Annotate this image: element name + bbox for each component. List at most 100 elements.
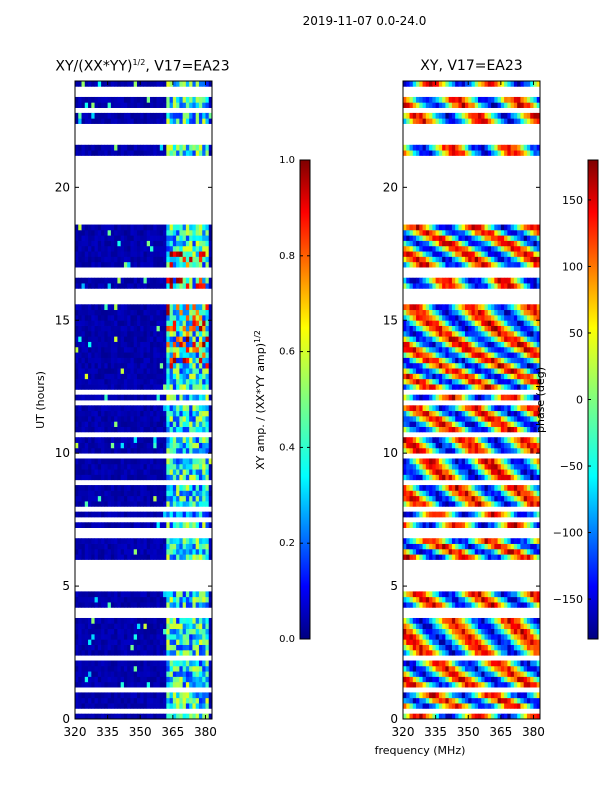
heatmap-cell — [487, 671, 492, 677]
heatmap-cell — [195, 240, 200, 247]
heatmap-cell — [192, 330, 197, 337]
heatmap-cell — [169, 144, 174, 151]
heatmap-cell — [202, 602, 206, 608]
heatmap-cell — [78, 240, 82, 247]
heatmap-cell — [75, 150, 79, 156]
heatmap-cell — [471, 474, 476, 481]
heatmap-cell — [481, 378, 485, 385]
heatmap-cell — [182, 628, 187, 635]
heatmap-cell — [471, 591, 476, 598]
heatmap-cell — [166, 485, 170, 491]
heatmap-cell — [484, 522, 489, 528]
heatmap-cell — [448, 538, 453, 544]
heatmap-cell — [140, 346, 144, 353]
heatmap-cell — [195, 150, 200, 156]
heatmap-cell — [146, 676, 151, 683]
heatmap-cell — [510, 671, 515, 677]
heatmap-cell — [481, 644, 485, 651]
heatmap-cell — [497, 426, 502, 433]
heatmap-cell — [114, 81, 118, 87]
heatmap-cell — [110, 81, 115, 87]
heatmap-cell — [88, 346, 92, 353]
heatmap-cell — [179, 235, 184, 241]
heatmap-cell — [403, 591, 407, 598]
heatmap-cell — [530, 617, 534, 624]
heatmap-cell — [484, 692, 489, 699]
heatmap-cell — [84, 511, 89, 518]
heatmap-cell — [409, 644, 414, 651]
heatmap-cell — [159, 623, 164, 630]
heatmap-cell — [504, 644, 508, 651]
heatmap-cell — [412, 617, 417, 624]
heatmap-cell — [455, 649, 459, 656]
heatmap-cell — [422, 681, 427, 688]
heatmap-cell — [432, 628, 437, 635]
heatmap-cell — [461, 426, 466, 433]
heatmap-cell — [202, 336, 206, 342]
heatmap-cell — [432, 410, 437, 417]
heatmap-cell — [156, 96, 161, 103]
heatmap-cell — [435, 639, 440, 645]
heatmap-cell — [208, 261, 213, 268]
heatmap-cell — [461, 511, 466, 518]
heatmap-cell — [208, 251, 213, 257]
heatmap-cell — [88, 362, 92, 369]
heatmap-cell — [146, 341, 151, 348]
heatmap-cell — [536, 692, 541, 699]
heatmap-cell — [91, 256, 95, 263]
heatmap-cell — [422, 596, 427, 603]
heatmap-cell — [179, 373, 184, 380]
heatmap-cell — [172, 442, 177, 449]
heatmap-cell — [127, 522, 131, 528]
heatmap-cell — [412, 384, 417, 390]
heatmap-cell — [110, 501, 115, 507]
heatmap-cell — [504, 713, 508, 720]
heatmap-cell — [412, 437, 417, 443]
heatmap-cell — [146, 671, 151, 677]
heatmap-cell — [406, 463, 410, 470]
heatmap-cell — [130, 623, 135, 630]
heatmap-cell — [172, 96, 177, 103]
heatmap-cell — [195, 224, 200, 231]
heatmap-cell — [419, 485, 423, 491]
heatmap-cell — [78, 447, 82, 454]
heatmap-cell — [202, 341, 206, 348]
heatmap-cell — [156, 681, 161, 688]
heatmap-cell — [182, 240, 187, 247]
heatmap-cell — [536, 623, 541, 630]
heatmap-cell — [153, 405, 157, 412]
heatmap-cell — [182, 245, 187, 252]
heatmap-cell — [101, 474, 105, 481]
heatmap-cell — [432, 617, 437, 624]
heatmap-cell — [104, 649, 109, 656]
heatmap-cell — [123, 490, 128, 497]
heatmap-cell — [198, 384, 203, 390]
heatmap-cell — [425, 665, 430, 672]
heatmap-cell — [182, 118, 187, 124]
heatmap-cell — [208, 602, 213, 608]
heatmap-cell — [120, 713, 125, 720]
heatmap-cell — [156, 384, 161, 390]
heatmap-cell — [205, 591, 210, 598]
heatmap-cell — [185, 469, 190, 475]
heatmap-cell — [136, 368, 141, 374]
heatmap-cell — [169, 639, 174, 645]
heatmap-cell — [176, 150, 180, 156]
heatmap-cell — [458, 463, 463, 470]
heatmap-cell — [156, 639, 161, 645]
heatmap-cell — [133, 81, 138, 87]
heatmap-cell — [526, 713, 531, 720]
heatmap-cell — [523, 490, 528, 497]
heatmap-cell — [130, 639, 135, 645]
heatmap-cell — [419, 649, 423, 656]
heatmap-cell — [448, 665, 453, 672]
heatmap-cell — [445, 591, 450, 598]
heatmap-cell — [185, 703, 190, 709]
heatmap-cell — [205, 362, 210, 369]
heatmap-cell — [159, 378, 164, 385]
heatmap-cell — [208, 511, 213, 518]
heatmap-cell — [146, 554, 151, 560]
heatmap-cell — [179, 543, 184, 550]
heatmap-cell — [150, 277, 154, 284]
heatmap-cell — [150, 447, 154, 454]
